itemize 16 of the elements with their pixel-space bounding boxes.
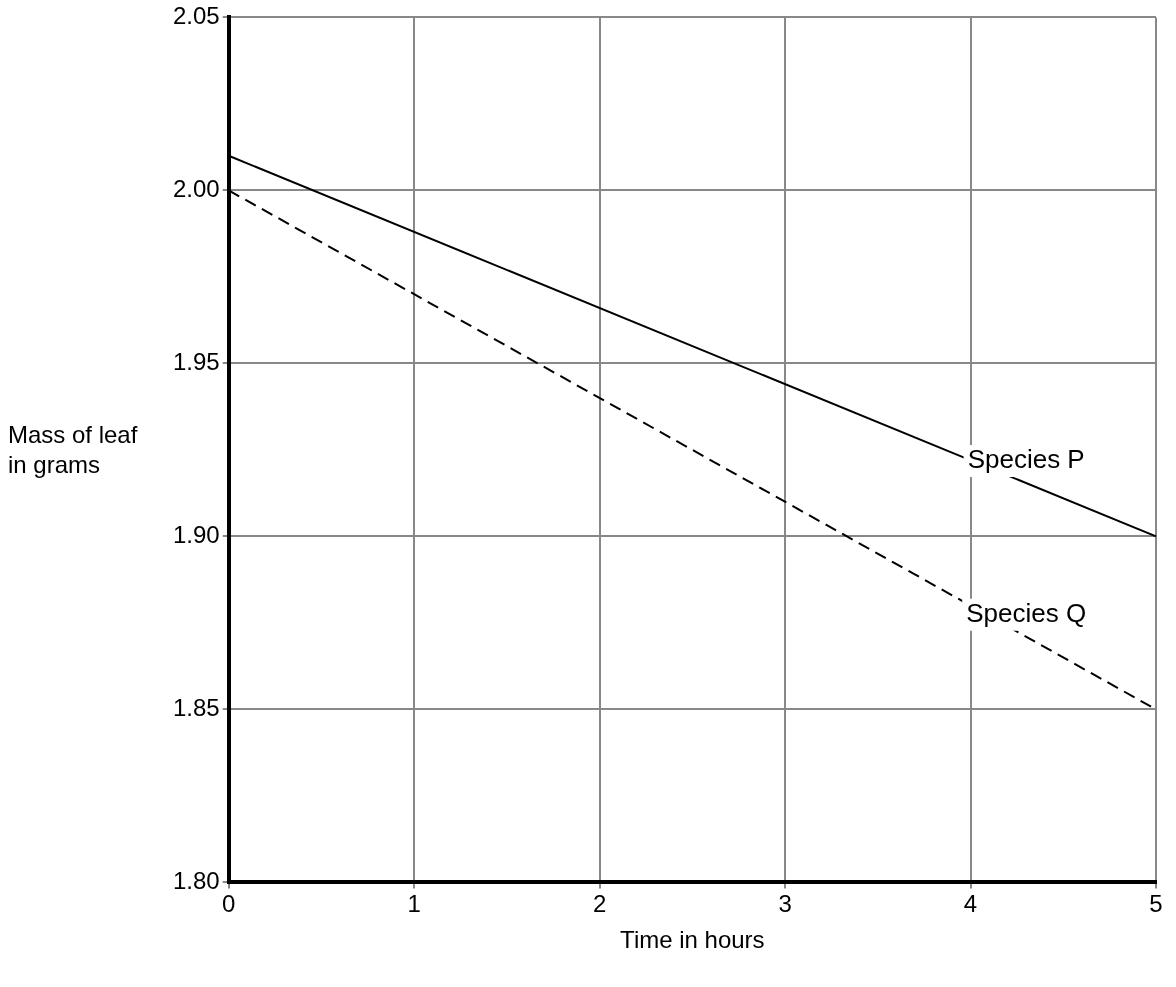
x-tick-label: 3 bbox=[778, 890, 792, 918]
y-tick-label: 2.05 bbox=[172, 2, 220, 30]
y-tick-label: 1.80 bbox=[172, 867, 220, 895]
x-tick-label: 2 bbox=[592, 890, 607, 918]
series-label: Species P bbox=[967, 444, 1085, 475]
x-tick-label: 4 bbox=[963, 890, 978, 918]
x-tick-label: 5 bbox=[1149, 890, 1163, 918]
y-axis-title: Mass of leaf in grams bbox=[8, 420, 139, 480]
x-tick-label: 0 bbox=[222, 890, 236, 918]
y-tick-label: 1.95 bbox=[172, 348, 220, 376]
y-tick-label: 1.85 bbox=[172, 694, 220, 722]
y-tick-label: 1.90 bbox=[172, 521, 220, 549]
x-axis-title: Time in hours bbox=[620, 926, 765, 954]
series-label: Species Q bbox=[966, 597, 1087, 628]
y-tick-label: 2.00 bbox=[172, 175, 220, 203]
x-tick-label: 1 bbox=[407, 890, 421, 918]
